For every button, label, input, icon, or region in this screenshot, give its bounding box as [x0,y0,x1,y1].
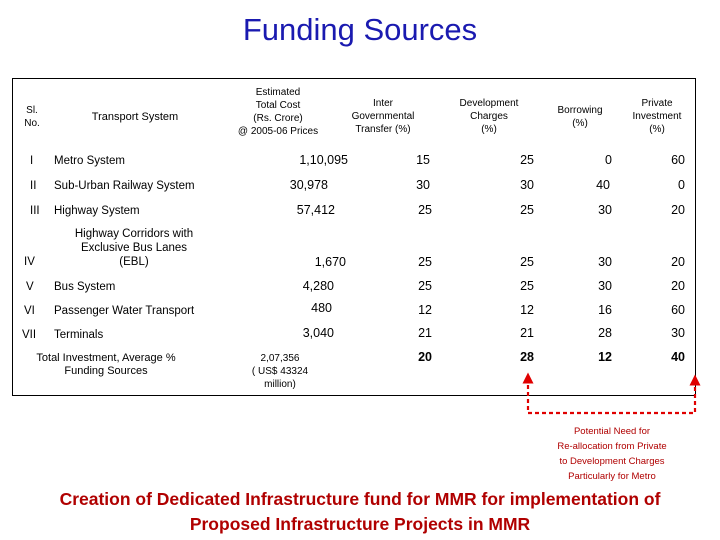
row-1-system: Metro System [54,155,125,167]
total-dev: 28 [520,350,534,364]
row-1-cost: 1,10,095 [299,153,348,167]
row-2-inter: 30 [416,178,430,192]
row-4-borrow: 30 [598,255,612,269]
header-inter-governmental: Inter Governmental Transfer (%) [351,98,415,135]
header-private-investment: Private Investment (%) [632,98,682,135]
bottom-banner: Creation of Dedicated Infrastructure fun… [59,489,661,534]
row-3-inter: 25 [418,203,432,217]
row-4-cost: 1,670 [314,255,346,269]
total-label: Total Investment, Average % Funding Sour… [36,352,176,377]
row-1-borrow: 0 [605,153,612,167]
row-3-sl: III [30,205,40,217]
row-1-sl: I [30,155,34,167]
row-6-borrow: 16 [598,303,612,317]
header-development-charges: Development Charges (%) [459,98,519,135]
row-7-cost: 3,040 [302,326,334,340]
header-borrowing: Borrowing (%) [557,105,603,129]
row-6-dev: 12 [520,303,534,317]
row-2-dev: 30 [520,178,534,192]
total-inter: 20 [418,350,432,364]
row-7-private: 30 [671,326,685,340]
row-2-sl: II [30,180,37,192]
row-6-sl: VI [24,305,35,317]
row-3-dev: 25 [520,203,534,217]
row-2-cost: 30,978 [289,178,328,192]
row-6-system: Passenger Water Transport [54,305,195,317]
row-4-private: 20 [671,255,685,269]
row-3-private: 20 [671,203,685,217]
header-sl-no: Sl. No. [24,105,40,129]
row-2-system: Sub-Urban Railway System [54,180,195,192]
row-5-sl: V [26,281,34,293]
row-5-private: 20 [671,279,685,293]
row-5-inter: 25 [418,279,432,293]
row-7-system: Terminals [54,329,104,341]
row-7-borrow: 28 [598,326,612,340]
row-2-borrow: 40 [596,178,610,192]
row-6-private: 60 [671,303,685,317]
page-title: Funding Sources [242,12,478,47]
row-1-inter: 15 [416,153,430,167]
row-4-sl: IV [24,256,35,268]
row-5-borrow: 30 [598,279,612,293]
row-6-inter: 12 [418,303,432,317]
row-3-cost: 57,412 [296,203,335,217]
header-estimated-cost: Estimated Total Cost (Rs. Crore) @ 2005-… [237,87,319,137]
row-6-cost: 480 [311,301,332,315]
arrow-to-development-charges [522,372,701,415]
row-3-borrow: 30 [598,203,612,217]
total-borrow: 12 [598,350,612,364]
row-5-system: Bus System [54,281,116,293]
row-7-inter: 21 [418,326,432,340]
row-1-dev: 25 [520,153,534,167]
row-5-dev: 25 [520,279,534,293]
row-4-system: Highway Corridors with Exclusive Bus Lan… [74,228,194,268]
row-4-inter: 25 [418,255,432,269]
total-cost: 2,07,356 ( US$ 43324 million) [251,353,309,390]
row-2-private: 0 [678,178,685,192]
funding-table [12,78,696,396]
row-4-dev: 25 [520,255,534,269]
row-5-cost: 4,280 [302,279,334,293]
header-transport-system: Transport System [91,111,179,123]
total-private: 40 [671,350,685,364]
row-7-dev: 21 [520,326,534,340]
row-1-private: 60 [671,153,685,167]
row-3-system: Highway System [54,205,140,217]
row-7-sl: VII [22,329,37,341]
reallocation-note: Potential Need for Re-allocation from Pr… [557,426,667,482]
